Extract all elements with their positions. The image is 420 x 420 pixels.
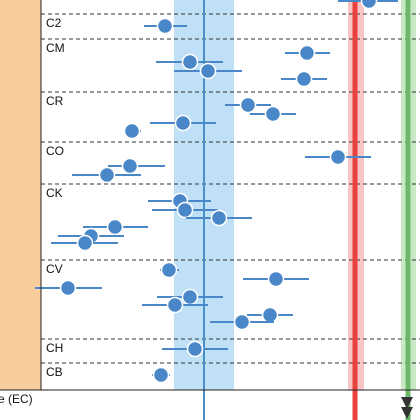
group-label-cm: CM	[46, 41, 65, 55]
point-cv-5	[166, 296, 184, 314]
point-co-1	[329, 148, 347, 166]
group-label-co: CO	[46, 144, 64, 158]
point-cm-2	[181, 53, 199, 71]
point-cm-4	[295, 70, 313, 88]
group-label-cv: CV	[46, 262, 63, 276]
point-cm-3	[199, 62, 217, 80]
point-cr-3	[174, 114, 192, 132]
point-cv-6	[261, 306, 279, 324]
point-cr-4	[123, 122, 141, 140]
axis-label-fragment: e (EC)	[0, 392, 33, 406]
point-c2-1	[156, 17, 174, 35]
data-points	[35, 0, 398, 384]
point-cv-4	[181, 288, 199, 306]
point-cm-1	[298, 44, 316, 62]
group-label-ck: CK	[46, 186, 63, 200]
point-cr-2	[264, 105, 282, 123]
bottom-marker-1	[401, 397, 413, 409]
group-label-c2: C2	[46, 16, 62, 30]
point-cv-7	[233, 313, 251, 331]
point-co-2	[121, 157, 139, 175]
bottom-markers	[401, 397, 413, 419]
point-ck-3	[210, 209, 228, 227]
group-label-cr: CR	[46, 94, 64, 108]
group-label-ch: CH	[46, 341, 63, 355]
label-panel	[0, 0, 41, 390]
point-cr-1	[239, 96, 257, 114]
group-label-cb: CB	[46, 365, 63, 379]
point-cv-2	[267, 270, 285, 288]
point-co-3	[98, 166, 116, 184]
point-ch-1	[186, 340, 204, 358]
point-cv-1	[160, 261, 178, 279]
group-labels: C2 CM CR CO CK CV CH CB	[46, 16, 65, 379]
point-ck-2	[176, 201, 194, 219]
point-cv-3	[59, 279, 77, 297]
point-ck-6	[76, 234, 94, 252]
point-top	[360, 0, 378, 10]
bottom-marker-2	[401, 407, 413, 419]
point-ck-4	[106, 218, 124, 236]
point-cb-1	[152, 366, 170, 384]
